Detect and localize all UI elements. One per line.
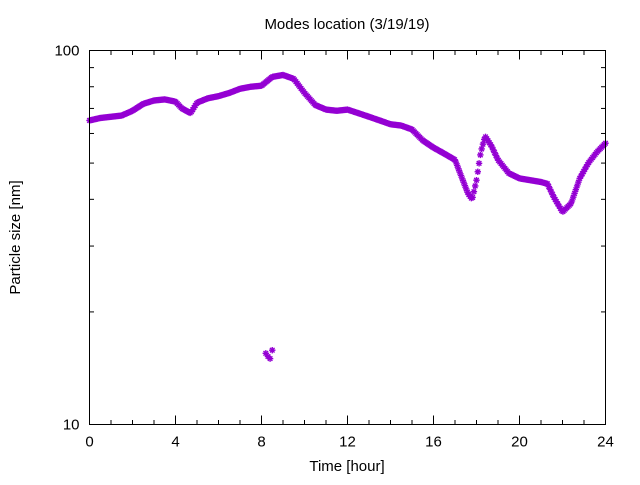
data-point <box>576 175 583 182</box>
y-tick-labels: 10 100 <box>54 43 79 434</box>
data-point-stroke <box>473 177 480 183</box>
data-point-stroke <box>453 159 459 165</box>
x-tick-label: 8 <box>257 434 265 451</box>
data-point-stroke <box>469 194 476 201</box>
data-point-stroke <box>477 152 484 158</box>
data-point-stroke <box>471 188 477 195</box>
data-point-stroke <box>263 350 269 357</box>
data-point <box>474 168 481 175</box>
data-point-stroke <box>545 183 552 190</box>
data-point <box>472 182 479 190</box>
x-axis-label: Time [hour] <box>309 458 384 475</box>
x-tick-label: 16 <box>425 434 442 451</box>
data-point-stroke <box>490 147 497 153</box>
data-point-stroke <box>454 162 460 169</box>
y-tick-label: 10 <box>63 417 80 434</box>
data-point-stroke <box>478 146 485 152</box>
data-point <box>493 154 501 162</box>
x-tick-label: 4 <box>171 434 179 451</box>
data-point-stroke <box>459 176 466 182</box>
data-point <box>478 145 485 153</box>
data-point-stroke <box>463 186 469 192</box>
data-point <box>479 140 487 148</box>
data-point-stroke <box>549 191 556 198</box>
data-point <box>266 355 274 362</box>
data-point-stroke <box>480 141 486 147</box>
data-point-stroke <box>269 347 276 353</box>
data-point <box>544 180 551 188</box>
data-point-stroke <box>548 189 555 195</box>
data-point <box>469 194 476 201</box>
x-tick-label: 0 <box>85 434 93 451</box>
data-points <box>86 71 609 362</box>
data-point-stroke <box>547 186 553 193</box>
data-point <box>477 151 484 159</box>
data-point-stroke <box>455 166 462 172</box>
data-point-stroke <box>462 182 468 189</box>
chart-title: Modes location (3/19/19) <box>264 16 429 33</box>
data-point-stroke <box>451 156 458 163</box>
data-point <box>470 188 478 195</box>
data-point-stroke <box>267 355 273 362</box>
data-point <box>462 185 470 193</box>
data-point <box>269 347 276 354</box>
x-tick-label: 12 <box>339 434 356 451</box>
data-point-stroke <box>491 149 498 156</box>
data-point-stroke <box>476 160 482 167</box>
y-tick-label: 100 <box>54 43 79 60</box>
data-point <box>475 160 483 167</box>
data-point-stroke <box>494 155 500 161</box>
data-point-stroke <box>474 168 481 175</box>
data-point-stroke <box>493 152 499 159</box>
data-point-stroke <box>460 179 467 185</box>
x-tick-label: 24 <box>597 434 614 451</box>
plot-border <box>89 50 606 425</box>
x-tick-label: 20 <box>511 434 528 451</box>
data-point-stroke <box>489 144 495 150</box>
x-tick-labels: 0 4 8 12 16 20 24 <box>85 434 614 451</box>
data-point-stroke <box>472 183 479 189</box>
data-point-stroke <box>464 189 471 196</box>
data-point <box>473 176 480 184</box>
y-axis-label: Particle size [nm] <box>7 180 24 294</box>
data-point-stroke <box>456 169 463 175</box>
data-point-stroke <box>544 181 551 187</box>
data-point-stroke <box>458 172 464 179</box>
